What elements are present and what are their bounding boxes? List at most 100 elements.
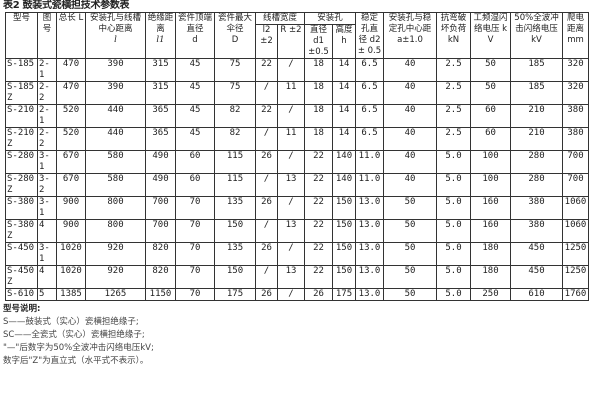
table-cell: / <box>255 127 278 151</box>
table-cell: 580 <box>85 173 146 197</box>
table-cell: 45 <box>175 127 215 151</box>
table-title: 表2 鼓装式瓷横担技术参数表 <box>3 0 130 11</box>
table-cell: 6.5 <box>355 81 384 105</box>
header-hole-groove-distance: 安装孔与线槽中心距离 l <box>85 12 146 59</box>
table-cell: 40 <box>383 81 437 105</box>
table-cell: 1265 <box>85 288 146 301</box>
table-cell: 180 <box>470 265 511 289</box>
table-cell: 380 <box>510 219 563 243</box>
table-cell: 11 <box>277 81 305 105</box>
notes-heading: 型号说明: <box>3 304 41 314</box>
table-cell: 490 <box>145 150 176 174</box>
table-cell: 26 <box>255 242 278 266</box>
table-cell: 6.5 <box>355 58 384 82</box>
header-mounting-hole: 安装孔 <box>304 12 356 25</box>
table-cell: 920 <box>85 265 146 289</box>
table-cell: 22 <box>255 58 278 82</box>
table-cell: 13 <box>277 173 305 197</box>
table-cell: 320 <box>562 81 589 105</box>
table-cell: 6.5 <box>355 127 384 151</box>
table-cell: 210 <box>510 127 563 151</box>
table-cell: 4 <box>37 265 57 289</box>
table-cell: 3-1 <box>37 242 57 266</box>
table-cell: 13.0 <box>355 242 384 266</box>
table-cell: 315 <box>145 81 176 105</box>
table-cell: 365 <box>145 127 176 151</box>
table-cell: 5.0 <box>436 265 471 289</box>
table-cell: 13.0 <box>355 196 384 220</box>
table-cell: 2.5 <box>436 58 471 82</box>
table-cell: 440 <box>85 104 146 128</box>
table-cell: 11 <box>277 127 305 151</box>
table-cell: 5.0 <box>436 219 471 243</box>
table-cell: / <box>277 58 305 82</box>
table-cell: 26 <box>304 288 333 301</box>
table-cell: 14 <box>332 127 356 151</box>
table-cell: 520 <box>56 104 86 128</box>
table-cell: 40 <box>383 104 437 128</box>
table-cell: S-280Z <box>5 173 38 197</box>
table-cell: 490 <box>145 173 176 197</box>
table-row: S-380Z 4 900 800 700 70 150/13 22 150 13.0 50 5.0 16… <box>5 219 589 243</box>
table-cell: 365 <box>145 104 176 128</box>
table-cell: 1385 <box>56 288 86 301</box>
table-cell: 700 <box>145 219 176 243</box>
table-cell: / <box>277 196 305 220</box>
table-cell: 315 <box>145 58 176 82</box>
table-cell: S-380Z <box>5 219 38 243</box>
table-cell: 1150 <box>145 288 176 301</box>
table-cell: 45 <box>175 81 215 105</box>
table-cell: 2.5 <box>436 81 471 105</box>
table-cell: 280 <box>510 173 563 197</box>
table-cell: 14 <box>332 58 356 82</box>
table-cell: 5 <box>37 288 57 301</box>
table-cell: 22 <box>304 242 333 266</box>
table-cell: S-610 <box>5 288 38 301</box>
table-cell: 140 <box>332 173 356 197</box>
header-hole-height: 高度 h <box>332 24 356 59</box>
table-cell: 150 <box>214 265 256 289</box>
table-cell: 22 <box>304 265 333 289</box>
table-cell: 160 <box>470 196 511 220</box>
header-top-diameter-label: 瓷件顶端直径 <box>177 13 212 34</box>
header-creepage: 爬电距离 mm <box>562 12 589 59</box>
table-cell: 60 <box>470 127 511 151</box>
table-cell: 150 <box>332 219 356 243</box>
table-cell: 2-2 <box>37 81 57 105</box>
table-cell: 390 <box>85 81 146 105</box>
table-cell: 45 <box>175 58 215 82</box>
table-cell: / <box>255 173 278 197</box>
table-cell: 5.0 <box>436 288 471 301</box>
table-cell: 70 <box>175 242 215 266</box>
table-body: S-185 2-1 470 390 315 45 75 22/18 14 6.5 40 2.5 50 18… <box>5 58 589 301</box>
table-cell: 1250 <box>562 242 589 266</box>
table-cell: 22 <box>304 150 333 174</box>
table-cell: 82 <box>214 104 256 128</box>
table-cell: 4 <box>37 219 57 243</box>
table-cell: 18 <box>304 104 333 128</box>
table-cell: 185 <box>510 58 563 82</box>
table-cell: 160 <box>470 219 511 243</box>
table-cell: 1020 <box>56 265 86 289</box>
table-cell: 6.5 <box>355 104 384 128</box>
table-cell: 50 <box>470 81 511 105</box>
table-cell: 75 <box>214 81 256 105</box>
table-row: S-610 5 1385 1265 1150 70 175 26/26 175 13.0 50 5.0… <box>5 288 589 301</box>
table-row: S-280 3-1 670 580 490 60 115 26/22 140 11.0 40 5.0 1… <box>5 150 589 174</box>
table-cell: 5.0 <box>436 242 471 266</box>
table-cell: 50 <box>383 219 437 243</box>
table-cell: 70 <box>175 196 215 220</box>
table-row: S-280Z 3-2 670 580 490 60 115/13 22 140 11.0 40 5.0… <box>5 173 589 197</box>
table-cell: 22 <box>304 173 333 197</box>
table-cell: 700 <box>562 150 589 174</box>
table-cell: 2-1 <box>37 104 57 128</box>
table-cell: 820 <box>145 265 176 289</box>
table-cell: 13.0 <box>355 265 384 289</box>
table-cell: 185 <box>510 81 563 105</box>
table-cell: 26 <box>255 150 278 174</box>
table-cell: 40 <box>383 127 437 151</box>
table-cell: 1250 <box>562 265 589 289</box>
table-cell: 13.0 <box>355 288 384 301</box>
header-hole-diameter: 直径 d1 ±0.5 <box>304 24 333 59</box>
header-insulation-distance: 绝缘距离 l1 <box>145 12 176 59</box>
